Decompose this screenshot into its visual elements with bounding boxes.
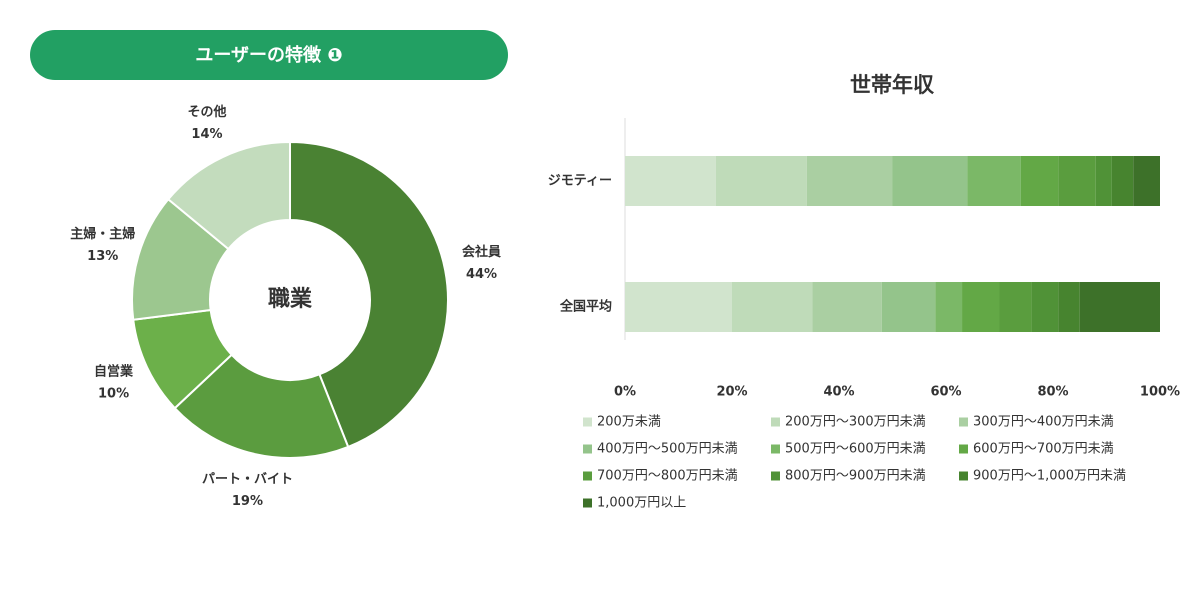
x-tick-label: 100%	[1140, 385, 1180, 400]
slice-label: その他	[187, 104, 226, 120]
bar-segment	[625, 156, 716, 206]
donut-slice	[173, 353, 350, 459]
donut-center-label: 職業	[268, 286, 313, 312]
slice-value-label: 44%	[466, 267, 497, 282]
bar-segment	[1111, 156, 1134, 206]
x-tick-label: 80%	[1037, 385, 1068, 400]
legend-label: 400万円〜500万円未満	[597, 442, 738, 457]
bar-segment	[881, 282, 936, 332]
legend-label: 800万円〜900万円未満	[785, 469, 926, 484]
bar-segment	[812, 282, 882, 332]
bar-segment	[962, 282, 1000, 332]
slice-value-label: 10%	[98, 387, 129, 402]
bar-segment	[1031, 282, 1059, 332]
bar-segment	[625, 282, 732, 332]
legend-swatch	[583, 417, 592, 427]
x-tick-label: 20%	[716, 385, 747, 400]
bar-segment	[715, 156, 807, 206]
legend-label: 900万円〜1,000万円未満	[973, 469, 1126, 484]
slice-label: 会社員	[462, 244, 501, 260]
legend-swatch	[583, 471, 592, 481]
legend-label: 200万円〜300万円未満	[785, 415, 926, 430]
donut-slice	[166, 140, 291, 251]
bar-segment	[732, 282, 813, 332]
header-title: ユーザーの特徴 ❶	[195, 44, 342, 66]
y-tick-label: 全国平均	[559, 299, 612, 315]
y-tick-label: ジモティー	[548, 174, 612, 189]
legend-label: 500万円〜600万円未満	[785, 442, 926, 457]
legend-swatch	[959, 444, 968, 454]
bar-segment	[1058, 156, 1096, 206]
slice-label: 主婦・主婦	[70, 226, 135, 242]
legend-label: 600万円〜700万円未満	[973, 442, 1114, 457]
x-tick-label: 40%	[823, 385, 854, 400]
bar-segment	[892, 156, 968, 206]
bar-segment	[806, 156, 893, 206]
chart-title: 世帯年収	[850, 73, 935, 97]
legend-swatch	[583, 498, 592, 508]
slice-value-label: 14%	[191, 127, 222, 142]
bar-segment	[935, 282, 963, 332]
bar-segment	[1020, 156, 1059, 206]
x-tick-label: 60%	[930, 385, 961, 400]
legend-swatch	[583, 444, 592, 454]
legend-label: 700万円〜800万円未満	[597, 469, 738, 484]
legend-swatch	[771, 471, 780, 481]
bar-segment	[999, 282, 1032, 332]
bar-segment	[1095, 156, 1112, 206]
legend-swatch	[959, 417, 968, 427]
x-tick-label: 0%	[614, 385, 636, 400]
header-banner	[30, 30, 508, 80]
legend-label: 1,000万円以上	[597, 496, 686, 511]
slice-label: パート・バイト	[202, 472, 293, 487]
legend-label: 300万円〜400万円未満	[973, 415, 1114, 430]
legend-swatch	[959, 471, 968, 481]
donut-slice	[289, 140, 449, 449]
slice-value-label: 13%	[87, 249, 118, 264]
bar-segment	[967, 156, 1021, 206]
legend-label: 200万未満	[597, 415, 661, 430]
slice-label: 自営業	[94, 364, 134, 380]
bar-segment	[1079, 282, 1160, 332]
legend-swatch	[771, 444, 780, 454]
slice-value-label: 19%	[232, 494, 263, 509]
bar-segment	[1058, 282, 1080, 332]
bar-segment	[1133, 156, 1160, 206]
legend-swatch	[771, 417, 780, 427]
